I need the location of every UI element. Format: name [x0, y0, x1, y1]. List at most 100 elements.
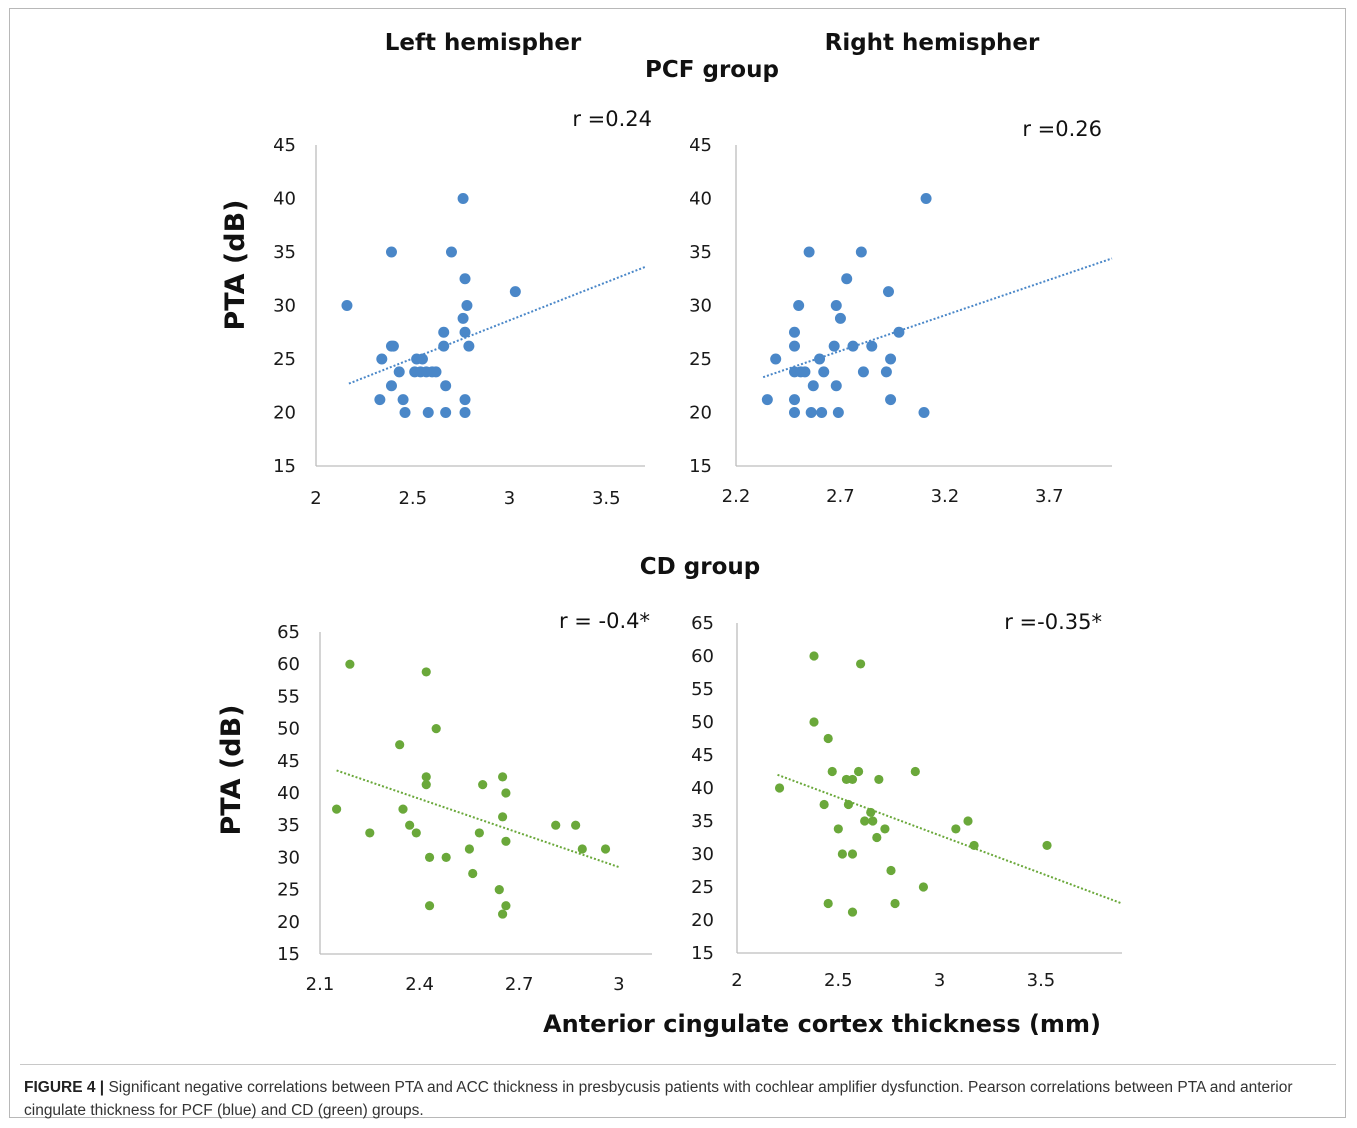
x-tick-label: 3	[504, 488, 515, 509]
data-point	[803, 246, 815, 258]
data-point	[823, 733, 833, 744]
data-point	[398, 804, 408, 814]
y-tick-label: 30	[273, 296, 296, 317]
y-tick-label: 40	[273, 189, 296, 210]
data-point	[424, 852, 435, 863]
data-point	[468, 868, 478, 879]
data-point	[551, 820, 561, 830]
y-axis-label-bottom: PTA (dB)	[216, 705, 247, 836]
panel-cd-right: 15 20 25 30 35 40 45 50 55 60 65 2 2.5 3 3.5 r =-0.35*	[691, 610, 1123, 991]
y-tick-label: 50	[691, 712, 714, 733]
data-point	[461, 300, 473, 311]
correlation-label: r =0.26	[1022, 117, 1102, 141]
data-point	[387, 340, 399, 352]
data-point	[600, 844, 611, 854]
figure-plots: Left hemispher Right hemispher PCF group…	[216, 30, 1123, 1038]
data-point	[421, 780, 431, 790]
data-point	[498, 812, 508, 822]
figure-frame	[9, 8, 1346, 1118]
y-axis-label-top: PTA (dB)	[220, 200, 251, 331]
data-point	[868, 816, 878, 826]
data-point	[837, 849, 847, 859]
data-point	[431, 724, 441, 734]
data-point	[405, 820, 415, 830]
data-point	[385, 246, 397, 258]
y-tick-label: 60	[277, 654, 300, 675]
data-point	[463, 340, 475, 352]
y-tick-label: 40	[277, 783, 300, 804]
panel-cd-left: 15 20 25 30 35 40 45 50 55 60 65 2.1 2.4 2.7 3 r = -0.4…	[277, 609, 652, 995]
right-hemisphere-heading: Right hemispher	[825, 30, 1040, 56]
data-point	[770, 353, 782, 365]
data-point	[847, 907, 858, 917]
data-point	[774, 783, 785, 793]
data-point	[459, 394, 471, 406]
y-tick-label: 35	[689, 242, 712, 263]
data-point	[501, 836, 511, 846]
data-point	[788, 340, 800, 352]
data-point	[809, 651, 819, 661]
data-point	[818, 366, 830, 378]
data-point	[860, 816, 870, 826]
data-point	[345, 659, 355, 669]
data-point	[830, 300, 842, 311]
data-point	[422, 407, 434, 418]
data-point	[834, 312, 846, 324]
data-point	[374, 394, 386, 406]
correlation-label: r = -0.4*	[559, 609, 650, 633]
data-point	[832, 407, 844, 418]
data-point	[828, 340, 840, 352]
y-tick-label: 35	[691, 811, 714, 832]
data-point	[847, 849, 858, 859]
data-point	[478, 780, 488, 790]
data-point	[376, 353, 388, 365]
pcf-group-heading: PCF group	[645, 57, 779, 83]
caption-label: FIGURE 4 |	[24, 1079, 105, 1096]
data-point	[1042, 840, 1052, 851]
x-tick-label: 3	[934, 970, 945, 991]
x-tick-label: 2.4	[405, 974, 434, 995]
y-tick-label: 65	[277, 622, 300, 643]
data-point	[457, 312, 469, 324]
y-tick-label: 40	[689, 189, 712, 210]
x-tick-label: 2.5	[824, 970, 853, 991]
x-tick-label: 2.7	[826, 486, 855, 507]
y-tick-label: 20	[277, 912, 300, 933]
data-point	[385, 380, 397, 392]
y-tick-label: 35	[273, 242, 296, 263]
y-tick-label: 45	[277, 751, 300, 772]
data-point	[474, 828, 484, 838]
data-point	[440, 380, 452, 392]
caption-divider	[20, 1064, 1336, 1065]
y-tick-label: 15	[691, 943, 714, 964]
y-tick-label: 25	[273, 349, 296, 370]
data-point	[880, 366, 892, 378]
data-point	[918, 882, 929, 892]
data-point	[874, 774, 884, 785]
data-point	[341, 300, 353, 311]
data-point	[823, 898, 833, 909]
data-point	[459, 407, 471, 418]
panel-pcf-right: 15 20 25 30 35 40 45 2.2 2.7 3.2 3.7 r =0.26	[689, 117, 1113, 507]
data-point	[866, 807, 876, 818]
data-point	[910, 766, 920, 777]
data-point	[441, 852, 451, 863]
data-point	[855, 246, 867, 258]
y-tick-label: 30	[277, 847, 300, 868]
data-point	[498, 909, 508, 919]
data-point	[411, 828, 421, 838]
data-point	[885, 394, 897, 406]
data-point	[459, 273, 471, 285]
y-tick-label: 45	[273, 135, 296, 156]
left-hemisphere-heading: Left hemispher	[385, 30, 582, 56]
data-point	[827, 766, 837, 777]
data-point	[438, 340, 450, 352]
data-point	[459, 326, 471, 338]
data-point	[890, 898, 900, 909]
x-tick-label: 3.7	[1035, 486, 1064, 507]
x-tick-label: 2.2	[722, 486, 751, 507]
data-point	[332, 804, 342, 814]
data-point	[843, 799, 854, 810]
y-tick-label: 15	[277, 944, 300, 965]
data-point	[805, 407, 817, 418]
